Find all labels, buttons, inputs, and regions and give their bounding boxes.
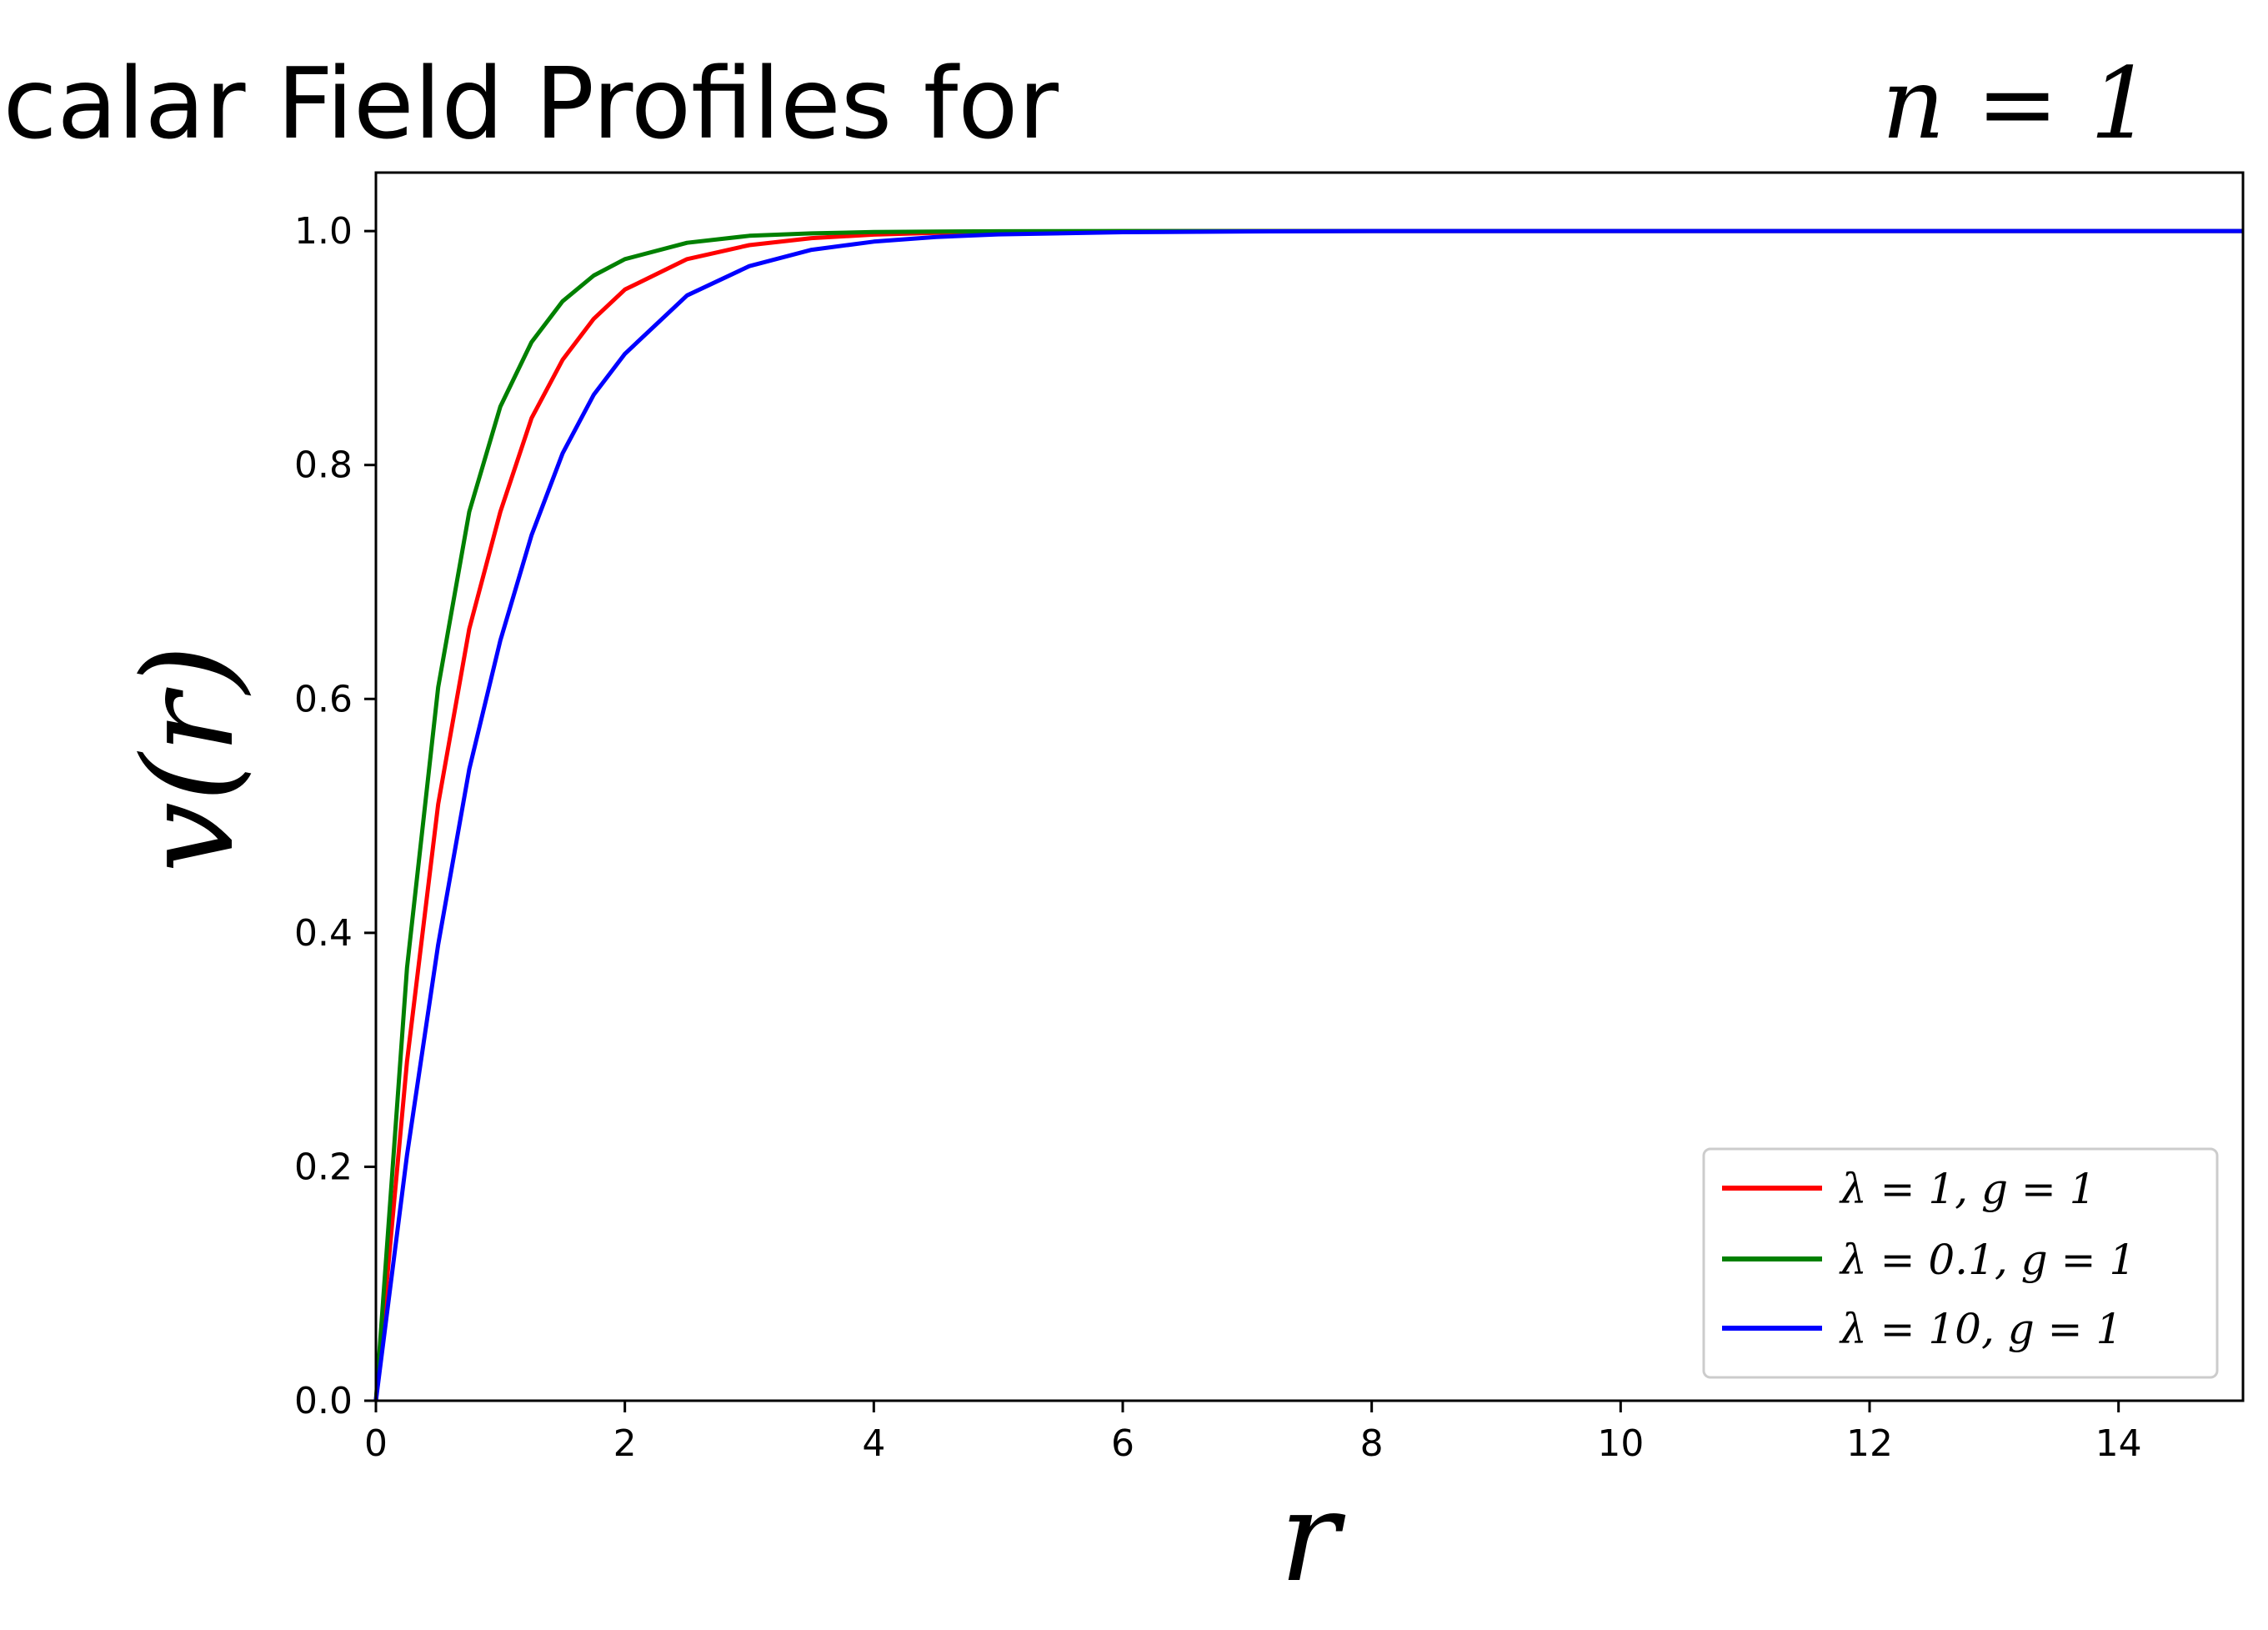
x-tick-label: 2 bbox=[613, 1422, 637, 1465]
x-tick-label: 6 bbox=[1111, 1422, 1134, 1465]
x-tick-label: 12 bbox=[1846, 1422, 1893, 1465]
x-tick-label: 0 bbox=[364, 1422, 388, 1465]
x-tick-label: 10 bbox=[1597, 1422, 1644, 1465]
chart-title: Scalar Field Profiles for bbox=[0, 46, 1059, 161]
y-tick-label: 0.0 bbox=[294, 1380, 353, 1422]
legend-label-2: λ = 10, g = 1 bbox=[1839, 1305, 2122, 1353]
legend-label-1: λ = 0.1, g = 1 bbox=[1839, 1236, 2135, 1284]
x-tick-label: 4 bbox=[862, 1422, 885, 1465]
y-tick-label: 0.4 bbox=[294, 912, 353, 955]
series-line-2 bbox=[373, 228, 2243, 1402]
x-axis: 0 2 4 6 8 10 12 14 bbox=[364, 1401, 2142, 1465]
x-axis-label: r bbox=[1279, 1465, 1346, 1610]
x-tick-label: 14 bbox=[2095, 1422, 2142, 1465]
x-tick-label: 8 bbox=[1360, 1422, 1384, 1465]
series-layer bbox=[373, 228, 2243, 1402]
y-axis-label: v(r) bbox=[117, 644, 262, 873]
y-tick-label: 1.0 bbox=[294, 210, 353, 253]
plot-frame bbox=[374, 171, 2245, 1402]
legend: λ = 1, g = 1 λ = 0.1, g = 1 λ = 10, g = 1 bbox=[1702, 1147, 2219, 1379]
chart-title-math: n = 1 bbox=[1882, 46, 2153, 161]
y-axis: 0.0 0.2 0.4 0.6 0.8 1.0 bbox=[294, 210, 376, 1422]
y-tick-label: 0.2 bbox=[294, 1146, 353, 1188]
legend-frame bbox=[1702, 1147, 2219, 1379]
y-tick-label: 0.6 bbox=[294, 678, 353, 720]
y-tick-label: 0.8 bbox=[294, 444, 353, 487]
legend-label-0: λ = 1, g = 1 bbox=[1839, 1165, 2095, 1213]
